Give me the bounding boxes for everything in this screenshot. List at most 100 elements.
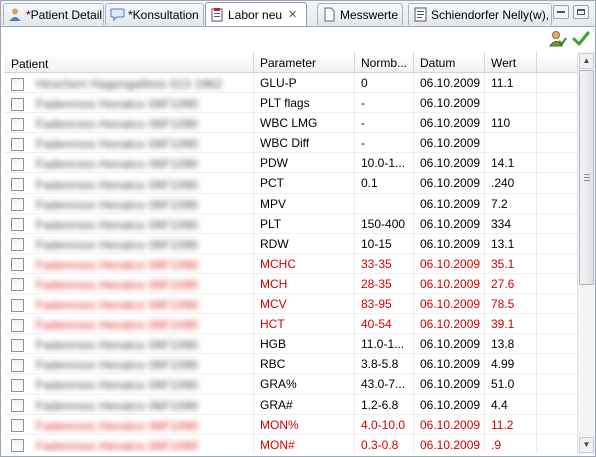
assign-patient-icon[interactable] [549,30,567,48]
row-checkbox[interactable] [11,218,24,232]
patient-name: Fadenross Henalco 06F1090 [36,318,199,333]
parameter-cell: PLT flags [254,93,355,113]
parameter-cell: HGB [254,334,355,354]
table-row[interactable]: Hirschert Hagengallinis 013 1962 GLU-P 0 06… [4,73,577,94]
date-cell: 06.10.2009 [414,434,485,452]
date-cell: 06.10.2009 [414,233,485,253]
patient-form-icon [413,7,428,22]
row-checkbox[interactable] [11,358,24,372]
filler-cell [537,294,577,313]
patient-name: Fadenross Henalco 06F1090 [36,277,199,292]
norm-range-cell: 150-400 [355,213,414,233]
table-row[interactable]: Fadenross Henalco 06F1090 GRA# 1.2-6.8 06.1… [4,394,577,415]
scroll-down-button[interactable]: ▼ [579,437,594,453]
date-cell: 06.10.2009 [414,193,485,213]
date-cell: 06.10.2009 [414,374,485,394]
row-checkbox[interactable] [11,238,24,252]
norm-range-cell [355,193,414,213]
parameter-cell: HCT [254,314,355,334]
table-row[interactable]: Fadenross Henalco 06F1090 PLT 150-400 06.10… [4,213,577,234]
filler-cell [537,435,577,452]
row-checkbox[interactable] [11,419,24,433]
vertical-scrollbar[interactable]: ▲ ▼ [577,52,595,454]
row-checkbox[interactable] [11,117,24,131]
value-cell: 334 [485,213,537,233]
tab-patient-form[interactable]: Schiendorfer Nelly(w), [408,3,552,25]
table-row[interactable]: Fadenross Henalco 06F1090 MON# 0.3-0.8 06.1… [4,434,577,452]
tab-konsultation[interactable]: *Konsultation [105,3,204,25]
parameter-cell: MCH [254,273,355,294]
confirm-check-icon[interactable] [572,30,590,48]
row-checkbox[interactable] [11,278,24,292]
row-checkbox[interactable] [11,298,24,312]
patient-name: Fadenross Henalco 06F1090 [36,217,199,232]
norm-range-cell: 83-95 [355,294,414,314]
parameter-cell: RBC [254,354,355,374]
table-row[interactable]: Fadenross Henalco 06F1090 HCT 40-54 06.10.2… [4,314,577,335]
norm-range-cell: 33-35 [355,253,414,273]
scroll-thumb[interactable] [579,70,594,285]
row-checkbox[interactable] [11,258,24,272]
table-row[interactable]: Fadenross Henalco 06F1090 WBC Diff -06.10.… [4,133,577,154]
row-checkbox[interactable] [11,318,24,332]
row-checkbox[interactable] [11,77,24,91]
row-checkbox[interactable] [11,399,24,413]
column-header-wert[interactable]: Wert [485,52,537,72]
tab-labor-neu[interactable]: Labor neu ✕ [205,2,307,26]
value-cell: 4.4 [485,394,537,414]
date-cell: 06.10.2009 [414,153,485,173]
date-cell: 06.10.2009 [414,294,485,314]
value-cell: 78.5 [485,294,537,314]
row-checkbox[interactable] [11,178,24,192]
column-header-parameter[interactable]: Parameter [254,52,355,72]
table-row[interactable]: Fadenross Henalco 06F1090 RDW 10-15 06.10.2… [4,233,577,254]
table-row[interactable]: Fadenross Henalco 06F1090 PCT 0.1 06.10.200… [4,173,577,194]
minimize-button[interactable] [553,5,569,19]
date-cell: 06.10.2009 [414,354,485,374]
patient-cell: Fadenross Henalco 06F1090 [4,133,254,153]
table-row[interactable]: Fadenross Henalco 06F1090 MCV 83-95 06.10.2… [4,294,577,315]
table-row[interactable]: Fadenross Henalco 06F1090 PDW 10.0-1... 06.… [4,153,577,174]
patient-cell: Fadenross Henalco 06F1090 [4,314,254,334]
tab-messwerte[interactable]: Messwerte [317,3,403,25]
row-checkbox[interactable] [11,137,24,151]
date-cell: 06.10.2009 [414,133,485,153]
patient-name: Fadenross Henalco 06F1090 [36,177,199,192]
parameter-cell: WBC LMG [254,113,355,133]
table-row[interactable]: Fadenross Henalco 06F1090 GRA% 43.0-7... 06… [4,374,577,395]
table-row[interactable]: Fadenross Henalco 06F1090 PLT flags -06.10… [4,93,577,114]
patient-name: Hirschert Hagengallinis 013 1962 [36,77,223,92]
table-row[interactable]: Fadenross Henalco 06F1090 MCHC 33-35 06.10.… [4,253,577,274]
document-icon [322,7,337,22]
table-row[interactable]: Fadenross Henalco 06F1090 HGB 11.0-1... 06.… [4,334,577,355]
patient-cell: Fadenross Henalco 06F1090 [4,173,254,193]
close-tab-icon[interactable]: ✕ [288,9,298,21]
filler-cell [537,214,577,233]
column-header-patient[interactable]: Patient [4,52,254,72]
parameter-cell: PLT [254,213,355,233]
row-checkbox[interactable] [11,439,24,452]
tab-patient-detail[interactable]: *Patient Detail [3,3,104,25]
scroll-up-button[interactable]: ▲ [579,53,594,69]
value-cell: 35.1 [485,253,537,273]
table-row[interactable]: Fadenross Henalco 06F1090 MCH 28-35 06.10.2… [4,273,577,295]
table-row[interactable]: Fadenross Henalco 06F1090 MON% 4.0-10.0 06.… [4,414,577,435]
norm-range-cell: 10.0-1... [355,153,414,173]
row-checkbox[interactable] [11,97,24,111]
value-cell: .240 [485,173,537,193]
value-cell: 4.99 [485,354,537,374]
column-header-datum[interactable]: Datum [414,52,485,72]
norm-range-cell: 1.2-6.8 [355,394,414,414]
row-checkbox[interactable] [11,338,24,352]
row-checkbox[interactable] [11,378,24,392]
table-row[interactable]: Fadenross Henalco 06F1090 MPV 06.10.2009 7.… [4,193,577,214]
maximize-button[interactable] [573,5,589,19]
table-row[interactable]: Fadenross Henalco 06F1090 WBC LMG -06.10.2… [4,113,577,134]
filler-cell [537,334,577,353]
row-checkbox[interactable] [11,198,24,212]
table-row[interactable]: Fadenross Henalco 06F1090 RBC 3.8-5.8 06.10… [4,354,577,375]
parameter-cell: MCHC [254,253,355,273]
row-checkbox[interactable] [11,157,24,171]
date-cell: 06.10.2009 [414,73,485,93]
column-header-normbereich[interactable]: Normb... [355,52,414,72]
